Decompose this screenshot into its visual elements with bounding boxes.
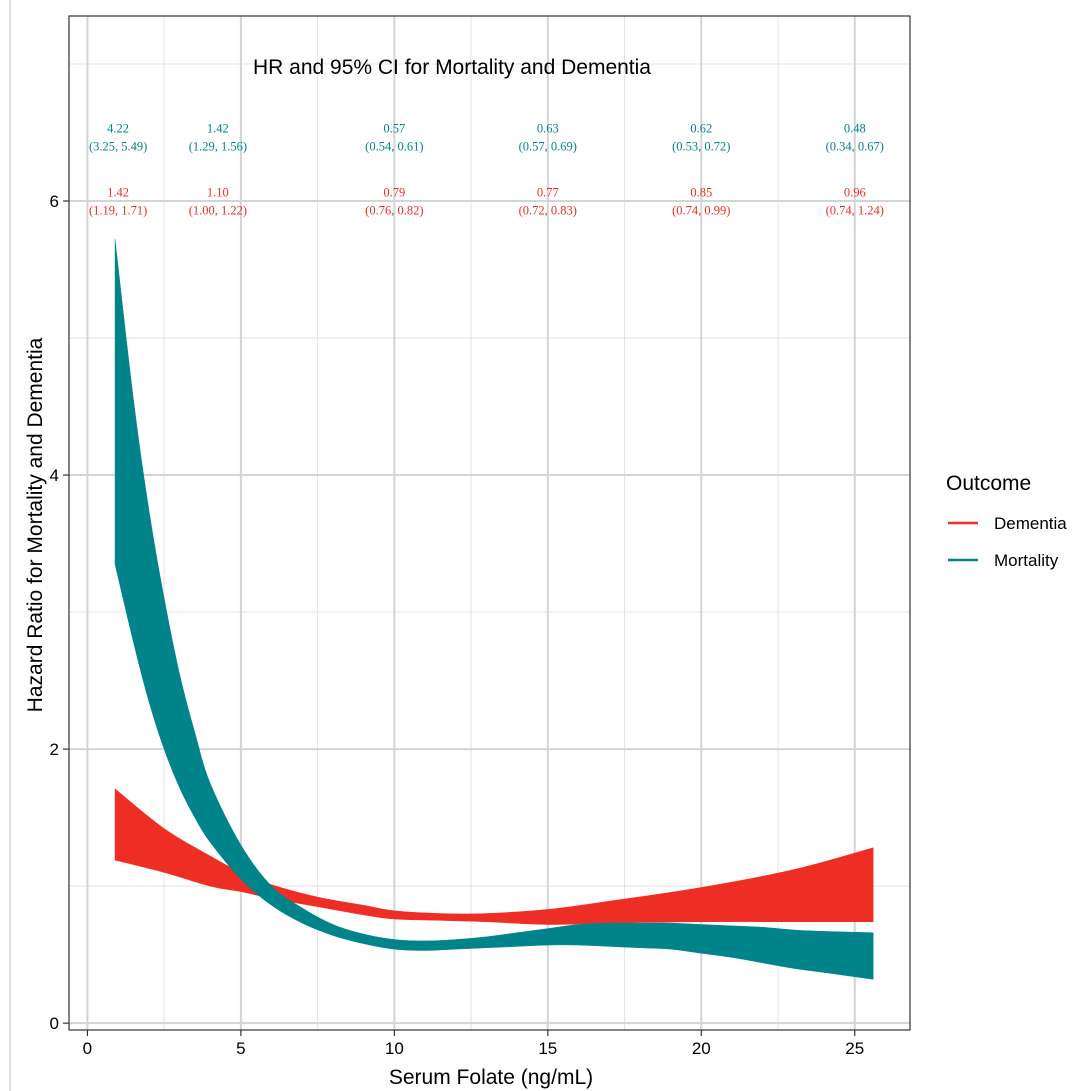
annotation-hr: 1.42 — [207, 121, 229, 135]
ci-bands — [114, 239, 874, 980]
annotation-hr: 1.10 — [207, 186, 229, 200]
annotation-ci: (1.00, 1.22) — [189, 204, 247, 218]
legend-item-dementia: Dementia — [948, 514, 1067, 533]
ci-band-dementia — [114, 788, 874, 925]
annotation-ci: (0.74, 1.24) — [826, 204, 884, 218]
annotation-dementia: 1.42 (1.19, 1.71) — [89, 186, 147, 218]
annotation-hr: 0.85 — [690, 186, 712, 200]
annotation-hr: 0.77 — [537, 186, 559, 200]
x-tick-label: 25 — [845, 1039, 864, 1058]
y-tick-label: 0 — [50, 1014, 59, 1033]
annotation-ci: (0.34, 0.67) — [826, 139, 884, 153]
annotation-mortality: 4.22 (3.25, 5.49) — [89, 121, 147, 153]
annotation-hr: 0.57 — [383, 121, 405, 135]
annotation-dementia: 0.79 (0.76, 0.82) — [365, 186, 423, 218]
annotation-dementia: 0.85 (0.74, 0.99) — [672, 186, 730, 218]
annotation-ci: (0.57, 0.69) — [519, 139, 577, 153]
annotation-ci: (0.53, 0.72) — [672, 139, 730, 153]
legend-label: Mortality — [994, 551, 1059, 570]
y-tick-label: 2 — [50, 740, 59, 759]
annotation-ci: (1.19, 1.71) — [89, 204, 147, 218]
legend: Outcome Dementia Mortality — [946, 472, 1067, 570]
annotation-mortality: 0.62 (0.53, 0.72) — [672, 121, 730, 153]
annotation-dementia: 1.10 (1.00, 1.22) — [189, 186, 247, 218]
annotation-ci: (1.29, 1.56) — [189, 139, 247, 153]
y-tick-label: 6 — [50, 192, 59, 211]
annotation-hr: 4.22 — [107, 121, 129, 135]
annotation-hr: 1.42 — [107, 186, 129, 200]
annotation-hr: 0.48 — [844, 121, 866, 135]
legend-item-mortality: Mortality — [948, 551, 1059, 570]
axes: 0 5 10 15 20 25 0 2 4 6 — [50, 192, 865, 1058]
plot-panel-border — [68, 15, 911, 1031]
annotation-ci: (3.25, 5.49) — [89, 139, 147, 153]
hr-annotations: 4.22 (3.25, 5.49) 1.42 (1.29, 1.56) 0.57 (0.5… — [89, 121, 884, 217]
gridlines — [69, 16, 910, 1030]
legend-title: Outcome — [946, 472, 1031, 495]
x-tick-label: 15 — [538, 1039, 557, 1058]
annotation-ci: (0.74, 0.99) — [672, 204, 730, 218]
y-axis-title: Hazard Ratio for Mortality and Dementia — [24, 337, 47, 712]
annotation-hr: 0.63 — [537, 121, 559, 135]
annotation-mortality: 0.57 (0.54, 0.61) — [365, 121, 423, 153]
annotation-mortality: 0.63 (0.57, 0.69) — [519, 121, 577, 153]
annotation-ci: (0.54, 0.61) — [365, 139, 423, 153]
annotation-mortality: 0.48 (0.34, 0.67) — [826, 121, 884, 153]
legend-label: Dementia — [994, 514, 1067, 533]
x-tick-label: 20 — [692, 1039, 711, 1058]
chart-title: HR and 95% CI for Mortality and Dementia — [253, 56, 651, 79]
ci-band-mortality — [114, 239, 874, 980]
legend-items: Dementia Mortality — [948, 514, 1067, 570]
y-tick-label: 4 — [50, 466, 59, 485]
x-tick-label: 10 — [385, 1039, 404, 1058]
annotation-dementia: 0.96 (0.74, 1.24) — [826, 186, 884, 218]
annotation-hr: 0.96 — [844, 186, 866, 200]
annotation-ci: (0.72, 0.83) — [519, 204, 577, 218]
x-tick-label: 5 — [236, 1039, 245, 1058]
annotation-mortality: 1.42 (1.29, 1.56) — [189, 121, 247, 153]
x-tick-label: 0 — [83, 1039, 92, 1058]
annotation-ci: (0.76, 0.82) — [365, 204, 423, 218]
annotation-hr: 0.62 — [690, 121, 712, 135]
annotation-dementia: 0.77 (0.72, 0.83) — [519, 186, 577, 218]
x-axis-title: Serum Folate (ng/mL) — [389, 1066, 593, 1089]
annotation-hr: 0.79 — [383, 186, 405, 200]
